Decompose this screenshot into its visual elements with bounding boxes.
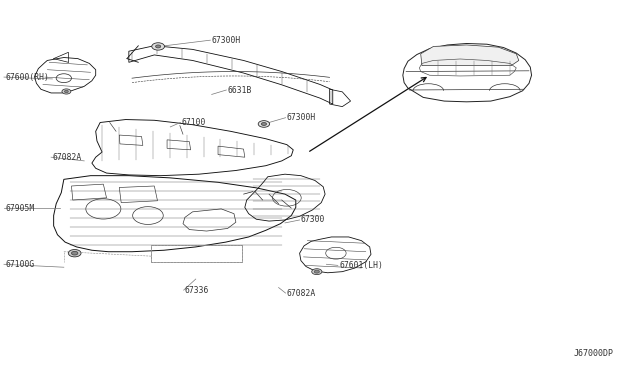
Text: 67600(RH): 67600(RH) <box>5 73 49 81</box>
Text: 6631B: 6631B <box>228 86 252 94</box>
Text: J67000DP: J67000DP <box>573 349 613 358</box>
Circle shape <box>314 270 319 273</box>
Circle shape <box>156 45 161 48</box>
Circle shape <box>258 121 269 127</box>
Text: 67100G: 67100G <box>5 260 35 269</box>
Text: 67300: 67300 <box>301 215 325 224</box>
Circle shape <box>68 250 81 257</box>
Text: 67905M: 67905M <box>5 203 35 213</box>
Circle shape <box>261 122 266 125</box>
Text: 67100: 67100 <box>182 118 206 127</box>
Circle shape <box>312 269 322 275</box>
Text: 67082A: 67082A <box>287 289 316 298</box>
Text: 67336: 67336 <box>185 286 209 295</box>
Circle shape <box>65 90 68 93</box>
Text: 67300H: 67300H <box>287 113 316 122</box>
Circle shape <box>152 43 164 50</box>
Text: 67300H: 67300H <box>212 36 241 45</box>
Circle shape <box>72 251 78 255</box>
Polygon shape <box>420 45 519 65</box>
Text: 67082A: 67082A <box>52 153 82 162</box>
Text: 67601(LH): 67601(LH) <box>339 261 383 270</box>
Circle shape <box>62 89 71 94</box>
